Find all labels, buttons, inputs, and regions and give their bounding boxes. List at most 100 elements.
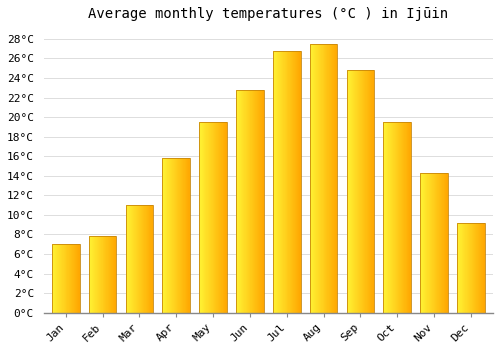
Bar bbox=[332, 44, 333, 313]
Bar bbox=[432, 173, 433, 313]
Bar bbox=[89, 236, 117, 313]
Bar bbox=[185, 158, 186, 313]
Bar bbox=[142, 205, 143, 313]
Bar bbox=[384, 122, 411, 313]
Bar bbox=[428, 173, 429, 313]
Bar bbox=[351, 70, 352, 313]
Bar bbox=[313, 44, 314, 313]
Bar bbox=[283, 50, 284, 313]
Bar bbox=[252, 90, 254, 313]
Bar bbox=[107, 236, 108, 313]
Bar bbox=[146, 205, 147, 313]
Bar bbox=[131, 205, 132, 313]
Bar bbox=[282, 50, 283, 313]
Bar bbox=[258, 90, 259, 313]
Bar bbox=[468, 223, 469, 313]
Bar bbox=[331, 44, 332, 313]
Bar bbox=[347, 70, 348, 313]
Bar bbox=[403, 122, 404, 313]
Bar bbox=[324, 44, 326, 313]
Bar bbox=[182, 158, 183, 313]
Bar bbox=[75, 244, 76, 313]
Bar bbox=[348, 70, 349, 313]
Bar bbox=[316, 44, 317, 313]
Bar bbox=[115, 236, 116, 313]
Title: Average monthly temperatures (°C ) in Ijūin: Average monthly temperatures (°C ) in Ij… bbox=[88, 7, 448, 21]
Bar bbox=[279, 50, 280, 313]
Bar bbox=[357, 70, 358, 313]
Bar bbox=[444, 173, 445, 313]
Bar bbox=[400, 122, 401, 313]
Bar bbox=[128, 205, 129, 313]
Bar bbox=[91, 236, 92, 313]
Bar bbox=[320, 44, 321, 313]
Bar bbox=[66, 244, 67, 313]
Bar bbox=[236, 90, 264, 313]
Bar bbox=[90, 236, 91, 313]
Bar bbox=[238, 90, 239, 313]
Bar bbox=[76, 244, 77, 313]
Bar bbox=[256, 90, 257, 313]
Bar bbox=[173, 158, 174, 313]
Bar bbox=[54, 244, 56, 313]
Bar bbox=[114, 236, 115, 313]
Bar bbox=[223, 122, 224, 313]
Bar bbox=[364, 70, 365, 313]
Bar bbox=[484, 223, 485, 313]
Bar bbox=[210, 122, 211, 313]
Bar bbox=[224, 122, 226, 313]
Bar bbox=[149, 205, 150, 313]
Bar bbox=[406, 122, 407, 313]
Bar bbox=[317, 44, 318, 313]
Bar bbox=[315, 44, 316, 313]
Bar bbox=[217, 122, 218, 313]
Bar bbox=[61, 244, 62, 313]
Bar bbox=[423, 173, 424, 313]
Bar bbox=[247, 90, 248, 313]
Bar bbox=[178, 158, 179, 313]
Bar bbox=[204, 122, 205, 313]
Bar bbox=[285, 50, 286, 313]
Bar bbox=[409, 122, 410, 313]
Bar bbox=[259, 90, 260, 313]
Bar bbox=[433, 173, 434, 313]
Bar bbox=[336, 44, 337, 313]
Bar bbox=[248, 90, 249, 313]
Bar bbox=[60, 244, 61, 313]
Bar bbox=[168, 158, 169, 313]
Bar bbox=[356, 70, 357, 313]
Bar bbox=[102, 236, 103, 313]
Bar bbox=[58, 244, 59, 313]
Bar bbox=[56, 244, 57, 313]
Bar bbox=[108, 236, 109, 313]
Bar bbox=[147, 205, 148, 313]
Bar bbox=[295, 50, 296, 313]
Bar bbox=[104, 236, 105, 313]
Bar bbox=[472, 223, 473, 313]
Bar bbox=[361, 70, 362, 313]
Bar bbox=[479, 223, 480, 313]
Bar bbox=[460, 223, 461, 313]
Bar bbox=[243, 90, 244, 313]
Bar bbox=[287, 50, 288, 313]
Bar bbox=[273, 50, 274, 313]
Bar bbox=[92, 236, 93, 313]
Bar bbox=[373, 70, 374, 313]
Bar bbox=[134, 205, 135, 313]
Bar bbox=[100, 236, 101, 313]
Bar bbox=[74, 244, 75, 313]
Bar bbox=[280, 50, 281, 313]
Bar bbox=[72, 244, 73, 313]
Bar bbox=[401, 122, 402, 313]
Bar bbox=[242, 90, 243, 313]
Bar bbox=[206, 122, 207, 313]
Bar bbox=[445, 173, 446, 313]
Bar bbox=[73, 244, 74, 313]
Bar bbox=[183, 158, 184, 313]
Bar bbox=[165, 158, 166, 313]
Bar bbox=[245, 90, 246, 313]
Bar bbox=[162, 158, 163, 313]
Bar bbox=[330, 44, 331, 313]
Bar bbox=[420, 173, 421, 313]
Bar bbox=[172, 158, 173, 313]
